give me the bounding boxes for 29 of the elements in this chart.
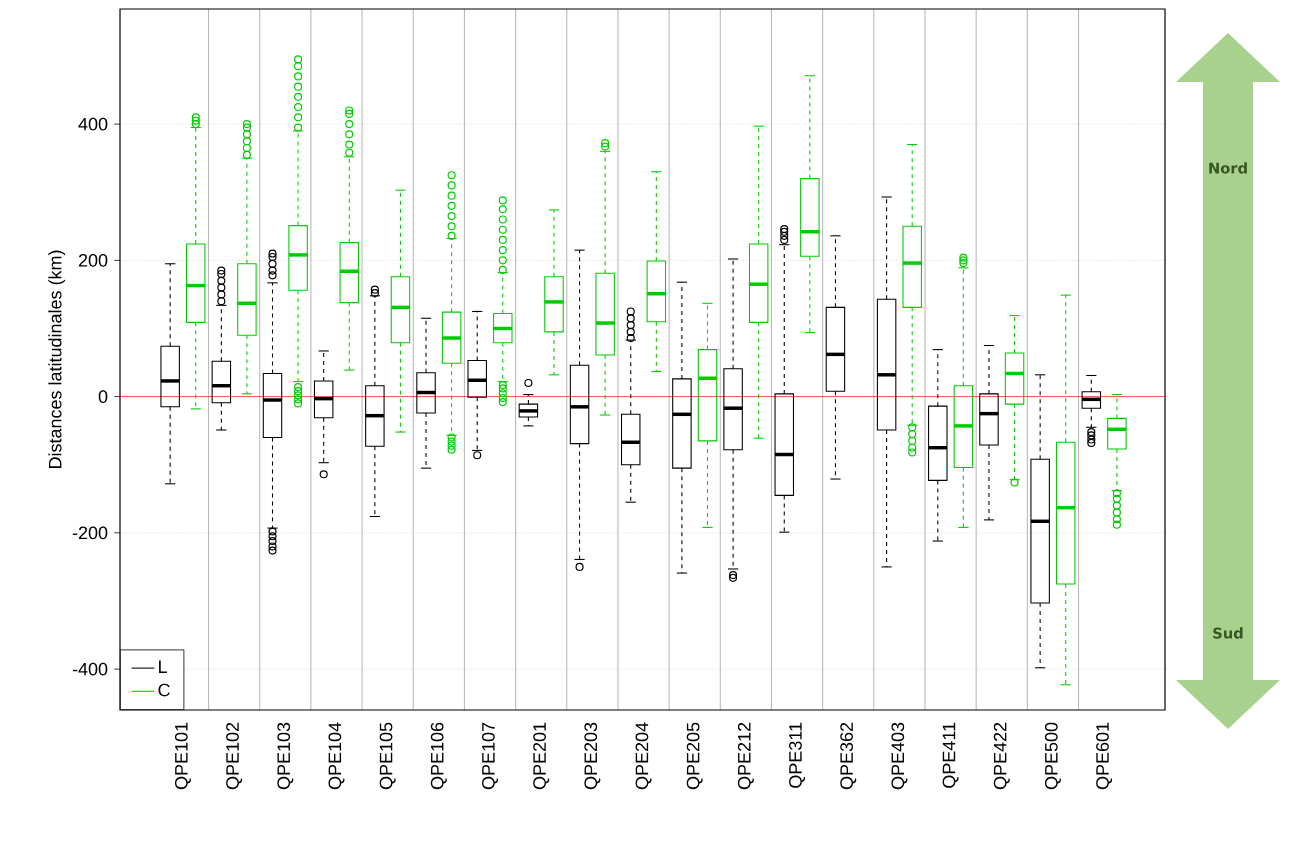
x-tick-label: QPE212 [737, 722, 754, 790]
x-tick-label: QPE104 [328, 722, 345, 790]
x-tick-label: QPE601 [1096, 722, 1113, 790]
legend-label: L [159, 660, 167, 673]
x-tick-label: QPE362 [840, 722, 857, 790]
x-tick-label: QPE403 [891, 722, 908, 790]
x-tick-label: QPE203 [584, 722, 601, 790]
x-tick-label: QPE205 [686, 722, 703, 790]
x-tick-label: QPE201 [533, 722, 550, 790]
y-tick-label: 400 [78, 117, 108, 131]
text: Sud [1213, 627, 1243, 639]
x-tick-label: QPE103 [277, 722, 294, 790]
x-tick-label: QPE411 [942, 722, 959, 788]
text: Nord [1209, 162, 1247, 174]
legend-label: C [158, 683, 170, 697]
x-tick-label: QPE311 [789, 722, 806, 788]
y-axis-title: Distances latitudinales (km) [48, 250, 66, 469]
x-tick-label: QPE107 [482, 722, 498, 790]
x-tick-label: QPE105 [379, 722, 396, 790]
x-tick-label: QPE101 [174, 722, 191, 790]
x-tick-label: QPE204 [635, 722, 652, 790]
x-tick-label: QPE422 [993, 722, 1010, 790]
y-tick-label: 200 [78, 253, 108, 267]
y-tick-label: -400 [72, 662, 108, 676]
x-tick-label: QPE106 [430, 722, 447, 790]
y-tick-label: -200 [72, 526, 108, 540]
y-tick-label: 0 [98, 390, 108, 403]
x-tick-label: QPE102 [226, 722, 243, 790]
x-tick-label: QPE500 [1044, 722, 1061, 790]
